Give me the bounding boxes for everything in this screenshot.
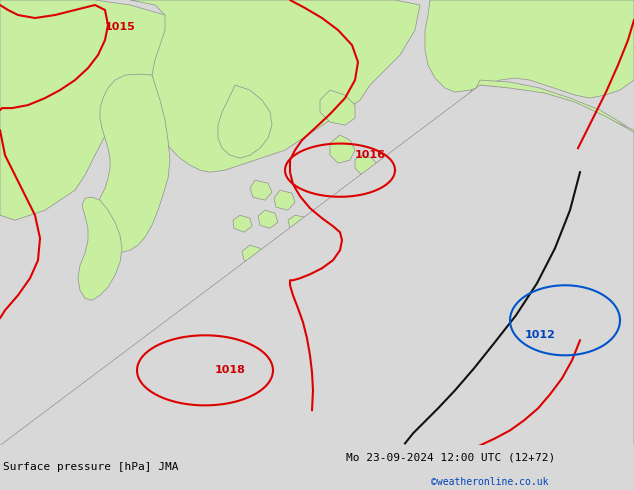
Polygon shape	[258, 210, 278, 228]
Polygon shape	[330, 135, 355, 163]
Polygon shape	[383, 200, 402, 218]
Polygon shape	[348, 83, 634, 333]
Polygon shape	[0, 0, 175, 220]
Polygon shape	[288, 215, 308, 232]
Text: Surface pressure [hPa] JMA: Surface pressure [hPa] JMA	[3, 462, 179, 472]
Polygon shape	[338, 80, 634, 332]
Polygon shape	[185, 343, 380, 398]
Polygon shape	[0, 85, 634, 445]
Text: ©weatheronline.co.uk: ©weatheronline.co.uk	[431, 477, 548, 487]
Polygon shape	[303, 235, 322, 253]
Polygon shape	[355, 155, 378, 175]
Polygon shape	[96, 74, 170, 252]
Polygon shape	[250, 180, 272, 200]
Polygon shape	[425, 0, 634, 98]
Polygon shape	[420, 240, 445, 268]
Polygon shape	[218, 85, 272, 158]
Text: 1012: 1012	[525, 330, 556, 341]
Polygon shape	[242, 245, 262, 263]
Polygon shape	[273, 240, 293, 258]
Polygon shape	[346, 85, 634, 330]
Text: Mo 23-09-2024 12:00 UTC (12+72): Mo 23-09-2024 12:00 UTC (12+72)	[346, 453, 555, 463]
Text: 1015: 1015	[105, 22, 136, 32]
Text: 1016: 1016	[355, 150, 386, 160]
Polygon shape	[233, 215, 252, 232]
Polygon shape	[402, 215, 422, 234]
Polygon shape	[320, 90, 355, 125]
Polygon shape	[373, 230, 393, 249]
Polygon shape	[274, 190, 295, 210]
Text: 1018: 1018	[215, 366, 246, 375]
Polygon shape	[130, 0, 420, 172]
Polygon shape	[78, 197, 122, 300]
